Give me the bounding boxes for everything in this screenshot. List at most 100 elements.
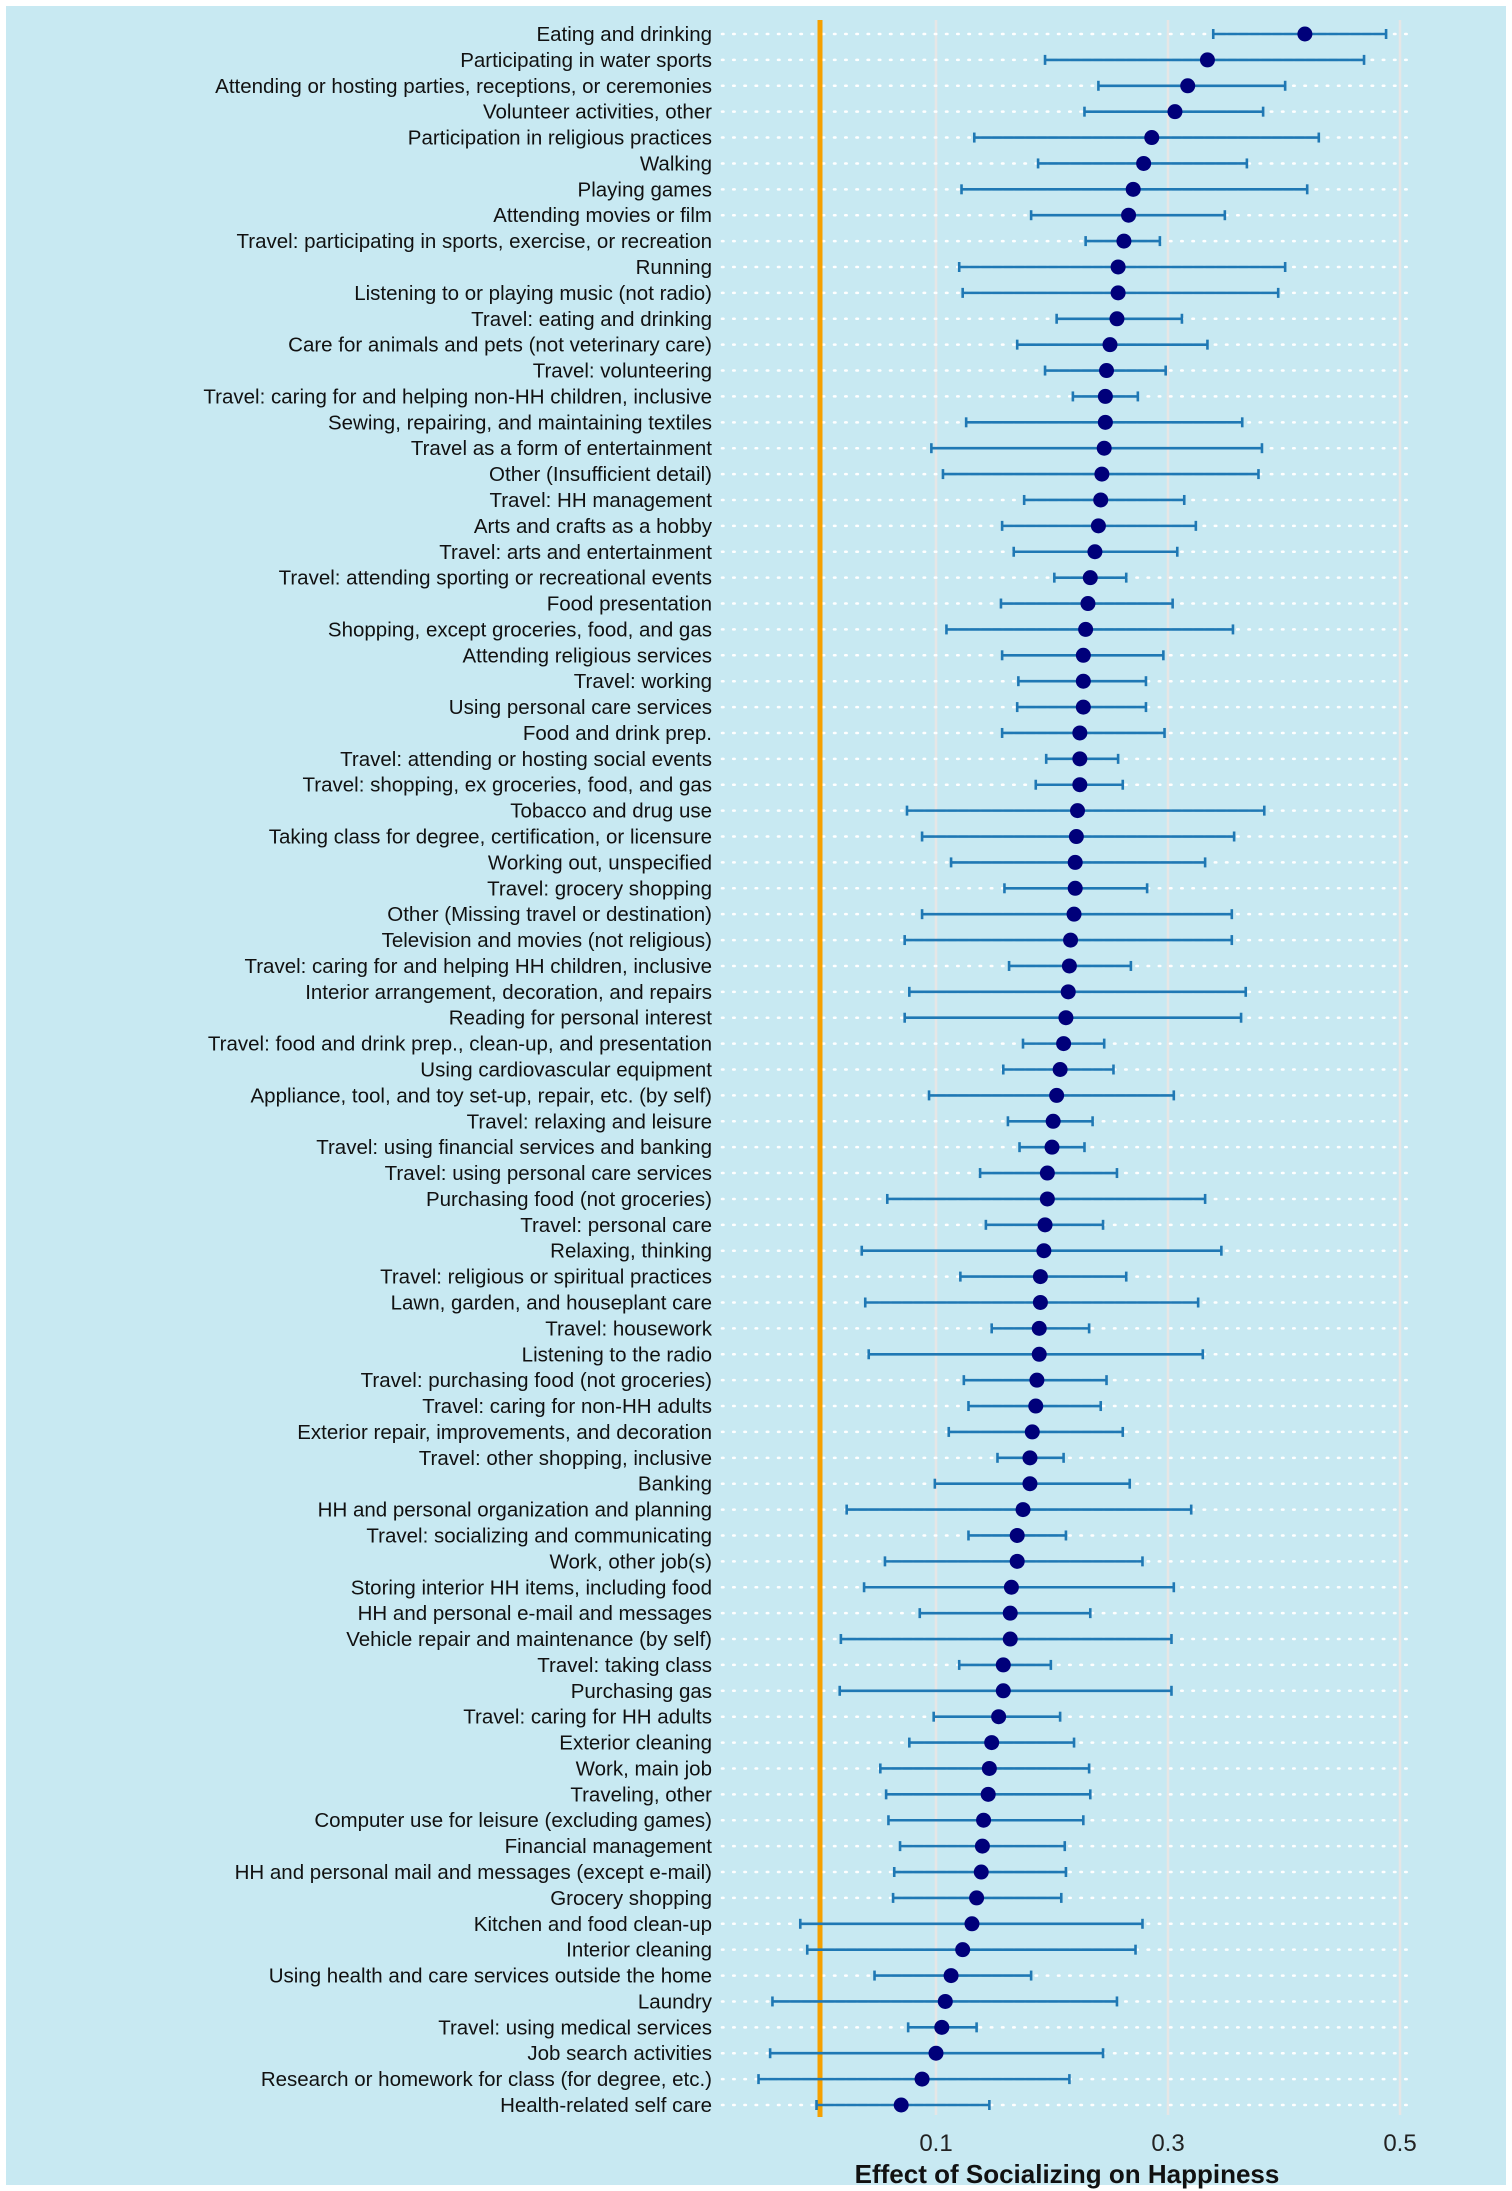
point-estimate: [1009, 1553, 1025, 1569]
point-estimate: [1068, 829, 1084, 845]
point-estimate: [981, 1760, 997, 1776]
point-estimate: [1110, 259, 1126, 275]
row-label: Listening to or playing music (not radio…: [354, 282, 712, 305]
row-label: Work, main job: [576, 1757, 712, 1780]
x-tick-label: 0.1: [919, 2130, 952, 2157]
point-estimate: [995, 1657, 1011, 1673]
row-label: Working out, unspecified: [488, 851, 712, 874]
point-estimate: [1061, 958, 1077, 974]
row-label: Attending religious services: [462, 644, 712, 667]
point-estimate: [937, 1993, 953, 2009]
row-label: Banking: [638, 1473, 712, 1496]
point-estimate: [973, 1864, 989, 1880]
point-estimate: [1045, 1113, 1061, 1129]
row-label: Food and drink prep.: [523, 722, 712, 745]
row-label: Appliance, tool, and toy set-up, repair,…: [251, 1084, 713, 1107]
point-estimate: [964, 1916, 980, 1932]
row-label: Playing games: [578, 178, 712, 201]
point-estimate: [1087, 544, 1103, 560]
point-estimate: [969, 1890, 985, 1906]
row-label: Interior cleaning: [566, 1939, 712, 1962]
point-estimate: [1102, 337, 1118, 353]
point-estimate: [1031, 1320, 1047, 1336]
row-label: Traveling, other: [570, 1783, 712, 1806]
row-guide-lines: [720, 32, 1410, 2107]
row-label: Travel: attending or hosting social even…: [340, 748, 712, 771]
x-tick-label: 0.3: [1151, 2130, 1184, 2157]
row-label: Attending movies or film: [493, 204, 712, 227]
point-estimate: [1044, 1139, 1060, 1155]
point-estimate: [1002, 1631, 1018, 1647]
point-estimate: [984, 1735, 1000, 1751]
point-estimate: [1031, 1346, 1047, 1362]
point-estimate: [893, 2097, 909, 2113]
row-label: Television and movies (not religious): [382, 929, 712, 952]
point-estimate: [1039, 1191, 1055, 1207]
point-estimate: [1072, 725, 1088, 741]
point-estimate: [991, 1709, 1007, 1725]
row-label: Walking: [640, 152, 712, 175]
x-axis-title: Effect of Socializing on Happiness: [855, 2159, 1280, 2189]
point-estimate: [1022, 1476, 1038, 1492]
point-estimate: [995, 1683, 1011, 1699]
row-label: Travel: housework: [545, 1317, 712, 1340]
row-label: Using personal care services: [449, 696, 712, 719]
confidence-interval: [905, 805, 1266, 816]
row-label: Travel: arts and entertainment: [439, 541, 712, 564]
point-estimate: [1125, 181, 1141, 197]
row-label: Shopping, except groceries, food, and ga…: [328, 618, 712, 641]
row-label: Sewing, repairing, and maintaining texti…: [328, 411, 712, 434]
confidence-interval: [805, 1944, 1137, 1955]
confidence-interval: [930, 443, 1264, 454]
point-estimate: [1039, 1165, 1055, 1181]
point-estimate: [1003, 1579, 1019, 1595]
row-label: Laundry: [638, 1990, 713, 2013]
row-label: Travel: using financial services and ban…: [316, 1136, 712, 1159]
row-label: Purchasing gas: [571, 1680, 712, 1703]
row-label: Travel: food and drink prep., clean-up, …: [208, 1033, 712, 1056]
row-label: Travel: working: [574, 670, 712, 693]
row-label: Travel: caring for HH adults: [463, 1706, 712, 1729]
point-estimate: [1063, 932, 1079, 948]
row-label: Care for animals and pets (not veterinar…: [288, 334, 712, 357]
point-estimate: [1032, 1269, 1048, 1285]
row-label: Listening to the radio: [522, 1343, 712, 1366]
point-estimate: [943, 1968, 959, 1984]
point-estimate: [1002, 1605, 1018, 1621]
point-estimate: [955, 1942, 971, 1958]
row-label: Purchasing food (not groceries): [426, 1188, 712, 1211]
row-label: Kitchen and food clean-up: [474, 1913, 712, 1936]
point-estimate: [1066, 906, 1082, 922]
row-label: Travel: HH management: [489, 489, 712, 512]
point-estimate: [1022, 1450, 1038, 1466]
row-label: Running: [636, 256, 712, 279]
row-label: Health-related self care: [500, 2094, 712, 2117]
row-label: Storing interior HH items, including foo…: [351, 1576, 712, 1599]
point-estimate: [1015, 1502, 1031, 1518]
point-estimate: [976, 1812, 992, 1828]
row-label: Job search activities: [527, 2042, 712, 2065]
point-estimate: [1058, 1010, 1074, 1026]
point-estimate: [928, 2045, 944, 2061]
point-estimate: [1116, 233, 1132, 249]
point-estimate: [1080, 596, 1096, 612]
row-label: Computer use for leisure (excluding game…: [314, 1809, 712, 1832]
row-label: Interior arrangement, decoration, and re…: [305, 981, 712, 1004]
row-label: Attending or hosting parties, receptions…: [215, 75, 712, 98]
point-estimate: [1037, 1217, 1053, 1233]
row-label: Other (Missing travel or destination): [387, 903, 712, 926]
row-label: Exterior repair, improvements, and decor…: [297, 1421, 712, 1444]
row-label: Travel: religious or spiritual practices: [380, 1266, 712, 1289]
confidence-intervals: [757, 29, 1388, 2110]
point-estimate: [1078, 621, 1094, 637]
row-label: Food presentation: [547, 593, 712, 616]
point-estimate: [1052, 1062, 1068, 1077]
row-label: Travel: eating and drinking: [471, 308, 712, 331]
confidence-interval: [862, 1582, 1176, 1593]
row-label: Reading for personal interest: [449, 1007, 713, 1030]
point-estimate: [1090, 518, 1106, 534]
point-estimate: [914, 2071, 930, 2087]
point-estimate: [974, 1838, 990, 1854]
row-label: Travel: using medical services: [438, 2016, 712, 2039]
